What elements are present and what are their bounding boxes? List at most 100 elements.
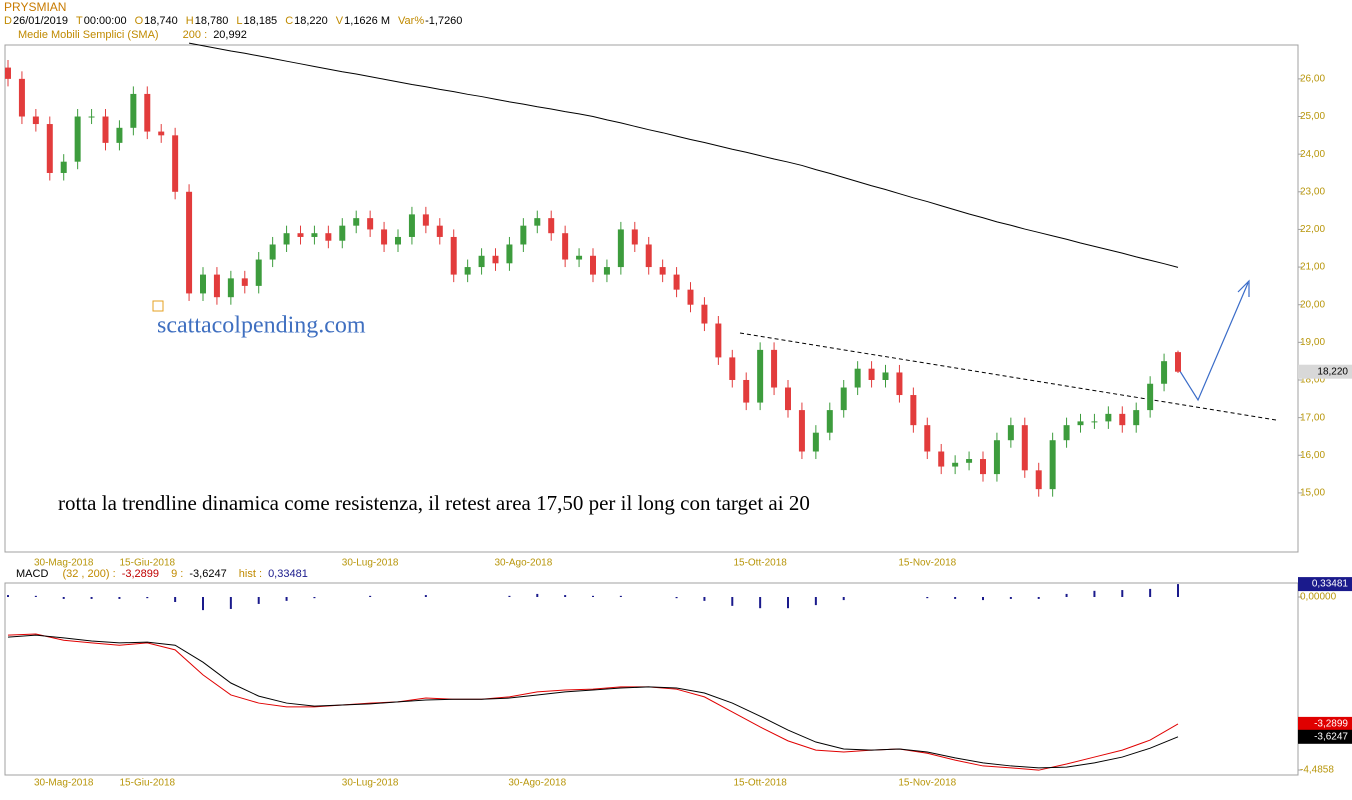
price-panel <box>4 44 1299 553</box>
candle-body <box>1007 425 1014 441</box>
y-tick-label: 15,00 <box>1300 488 1325 499</box>
field-key: T <box>76 15 83 27</box>
candle-body <box>687 289 694 305</box>
candle-body <box>1091 421 1098 423</box>
candle-body <box>673 274 680 290</box>
x-tick-label: 15-Giu-2018 <box>119 558 175 569</box>
watermark: scattacolpending.com <box>157 313 366 339</box>
legend-value: 20,992 <box>213 29 247 41</box>
macd-line <box>7 634 1179 769</box>
candle-body <box>255 259 262 286</box>
candle-body <box>339 225 346 241</box>
candle-body <box>60 161 67 173</box>
y-tick-label: 20,00 <box>1300 299 1325 310</box>
candle-body <box>1021 425 1028 471</box>
field-value: 18,220 <box>294 15 328 27</box>
candle-body <box>492 255 499 264</box>
legend-label: hist : <box>238 568 262 580</box>
candle-body <box>840 387 847 411</box>
candle-body <box>32 116 39 125</box>
candle-body <box>757 349 764 403</box>
last-price-label-box <box>1298 364 1352 379</box>
last-value-label-box <box>1298 577 1352 592</box>
x-tick-label: 30-Ago-2018 <box>494 558 552 569</box>
candle-body <box>952 462 959 467</box>
candle-body <box>297 233 304 237</box>
field-value: 00:00:00 <box>83 15 127 27</box>
candle-body <box>896 372 903 396</box>
x-tick-label: 30-Mag-2018 <box>34 558 94 569</box>
candle-body <box>910 395 917 426</box>
candle-body <box>144 93 151 132</box>
x-tick-label: 30-Mag-2018 <box>34 778 94 789</box>
y-tick-label: 22,00 <box>1300 224 1325 235</box>
candle-body <box>993 440 1000 475</box>
candle-body <box>464 267 471 275</box>
field-value: 26/01/2019 <box>12 15 69 27</box>
legend-value: -3,2899 <box>121 568 160 580</box>
candle-body <box>1063 425 1070 441</box>
candle-body <box>645 244 652 268</box>
field-value: 18,185 <box>243 15 278 27</box>
field-key: O <box>134 15 144 27</box>
last-value-label-box <box>1298 716 1352 731</box>
candle-body <box>924 425 931 452</box>
candle-body <box>395 236 401 245</box>
legend-period: 200 : <box>182 29 208 41</box>
candle-body <box>785 387 791 411</box>
x-tick-label: 15-Nov-2018 <box>898 778 956 789</box>
candle-body <box>74 116 81 162</box>
x-tick-label: 15-Nov-2018 <box>898 558 956 569</box>
annotation: rotta la trendline dinamica come resiste… <box>58 491 810 515</box>
candle-body <box>715 323 722 358</box>
candle-body <box>186 191 193 294</box>
candle-body <box>1049 440 1056 490</box>
candle-body <box>576 255 583 260</box>
field-value: 18,740 <box>144 15 178 27</box>
candle-body <box>5 67 11 79</box>
candle-body <box>771 349 778 388</box>
y-tick-label: 24,00 <box>1300 149 1325 160</box>
candle-body <box>868 368 875 380</box>
candle-body <box>603 267 610 275</box>
candle-body <box>408 214 415 237</box>
field-key: C <box>285 15 294 27</box>
last-value-label: 0,33481 <box>1312 579 1349 590</box>
candle-body <box>743 379 750 403</box>
candle-body <box>46 124 53 173</box>
candle-body <box>450 236 457 275</box>
y-tick-label: -4,4858 <box>1300 765 1334 776</box>
x-tick-label: 15-Ott-2018 <box>733 778 787 789</box>
candle-body <box>367 218 374 230</box>
candle-body <box>590 255 596 275</box>
field-key: L <box>236 15 243 27</box>
field-key: H <box>185 15 194 27</box>
arrow-head <box>1237 279 1250 297</box>
candle-body <box>1119 413 1126 426</box>
candle-body <box>172 135 179 192</box>
field-value: 18,780 <box>194 15 229 27</box>
candle-body <box>158 131 165 136</box>
candle-body <box>534 218 541 226</box>
candle-body <box>729 357 736 380</box>
candle-body <box>980 459 986 475</box>
candle-body <box>269 244 276 260</box>
symbol: PRYSMIAN <box>4 0 67 14</box>
arrow <box>1177 282 1249 402</box>
field-value: -1,7260 <box>425 15 463 27</box>
legend-label: (32 , 200) : <box>62 568 116 580</box>
candle-body <box>130 93 137 128</box>
y-tick-label: 0,00000 <box>1300 592 1337 603</box>
candle-body <box>102 116 109 143</box>
candle-body <box>478 255 485 268</box>
y-tick-label: 23,00 <box>1300 186 1325 197</box>
candle-body <box>548 218 555 234</box>
macd-title: MACD <box>16 568 49 580</box>
legend-label: 9 : <box>171 568 184 580</box>
y-tick-label: 21,00 <box>1300 262 1325 273</box>
legend-label: Medie Mobili Semplici (SMA) <box>18 29 159 41</box>
candle-body <box>381 229 388 245</box>
candle-body <box>659 267 666 275</box>
candle-body <box>88 116 95 118</box>
